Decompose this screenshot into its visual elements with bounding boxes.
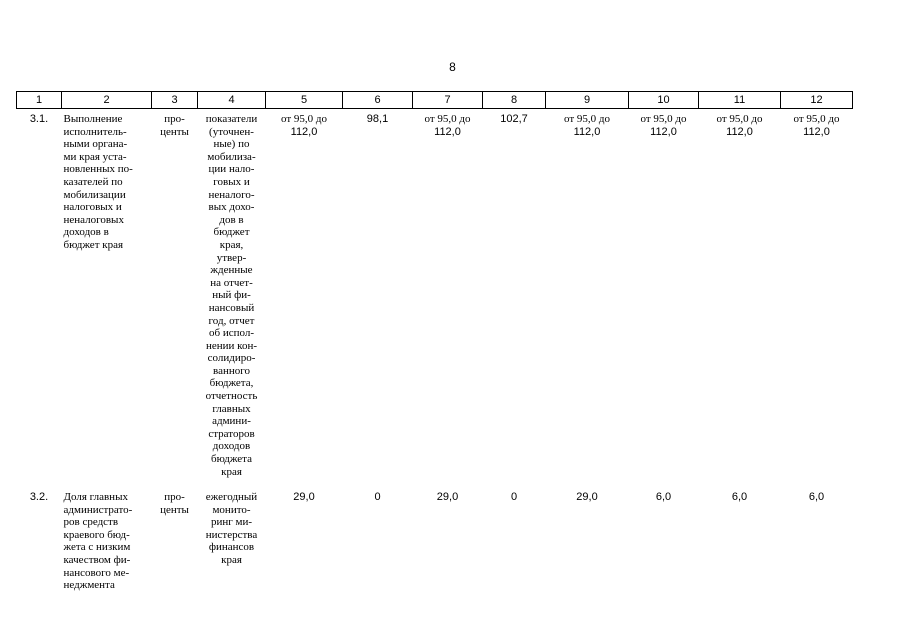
column-number-header-row: 1 2 3 4 5 6 7 8 9 10 11 12 [16, 91, 853, 109]
indicators-table: 1 2 3 4 5 6 7 8 9 10 11 12 3.1. Выполнен… [16, 91, 853, 594]
table-row: 3.1. Выполнение исполнитель- ными органа… [17, 109, 853, 488]
range-value: 112,0 [573, 125, 601, 138]
column-header-8: 8 [482, 91, 546, 109]
column-header-7: 7 [412, 91, 483, 109]
range-value-col10: от 95,0 до 112,0 [629, 109, 699, 488]
column-header-2: 2 [61, 91, 152, 109]
column-header-10: 10 [628, 91, 699, 109]
table-row: 3.2. Доля главных администрато- ров сред… [17, 487, 853, 594]
column-header-11: 11 [698, 91, 781, 109]
range-value: 112,0 [803, 125, 830, 138]
column-header-4: 4 [197, 91, 266, 109]
indicator-name: Доля главных администрато- ров средств к… [63, 491, 133, 592]
column-header-3: 3 [151, 91, 198, 109]
column-header-6: 6 [342, 91, 413, 109]
value-col6: 0 [374, 491, 381, 503]
value-col7: 29,0 [436, 491, 459, 503]
row-number: 3.2. [29, 491, 49, 503]
value-col8: 102,7 [500, 113, 528, 125]
value-col12: 6,0 [808, 491, 825, 503]
data-source: ежегодный монито- ринг ми- нистерства фи… [205, 491, 258, 566]
range-prefix: от 95,0 до [424, 113, 471, 125]
column-header-12: 12 [780, 91, 853, 109]
range-value: 112,0 [434, 125, 461, 138]
value-col9: 29,0 [576, 491, 598, 503]
unit-of-measure: про- центы [160, 491, 189, 516]
value-col6: 98,1 [366, 113, 389, 125]
data-source: показатели (уточнен- ные) по мобилиза- ц… [205, 113, 258, 478]
column-header-1: 1 [16, 91, 62, 109]
value-col8: 0 [510, 491, 518, 503]
range-value: 112,0 [726, 125, 753, 138]
column-header-5: 5 [265, 91, 343, 109]
range-prefix: от 95,0 до [563, 113, 610, 125]
range-value-col5: от 95,0 до 112,0 [266, 109, 343, 488]
row-number: 3.1. [29, 113, 49, 125]
page-number: 8 [449, 60, 456, 74]
column-header-9: 9 [545, 91, 629, 109]
range-value-col7: от 95,0 до 112,0 [413, 109, 483, 488]
range-value: 112,0 [290, 125, 318, 138]
value-col5: 29,0 [293, 491, 315, 503]
range-value: 112,0 [650, 125, 677, 138]
range-prefix: от 95,0 до [640, 113, 687, 125]
range-value-col12: от 95,0 до 112,0 [781, 109, 853, 488]
value-col10: 6,0 [655, 491, 672, 503]
range-prefix: от 95,0 до [793, 113, 840, 125]
range-prefix: от 95,0 до [280, 113, 327, 125]
value-col11: 6,0 [731, 491, 748, 503]
range-value-col11: от 95,0 до 112,0 [699, 109, 781, 488]
unit-of-measure: про- центы [160, 113, 189, 138]
indicator-name: Выполнение исполнитель- ными органа- ми … [63, 113, 133, 251]
range-prefix: от 95,0 до [716, 113, 763, 125]
range-value-col9: от 95,0 до 112,0 [546, 109, 629, 488]
